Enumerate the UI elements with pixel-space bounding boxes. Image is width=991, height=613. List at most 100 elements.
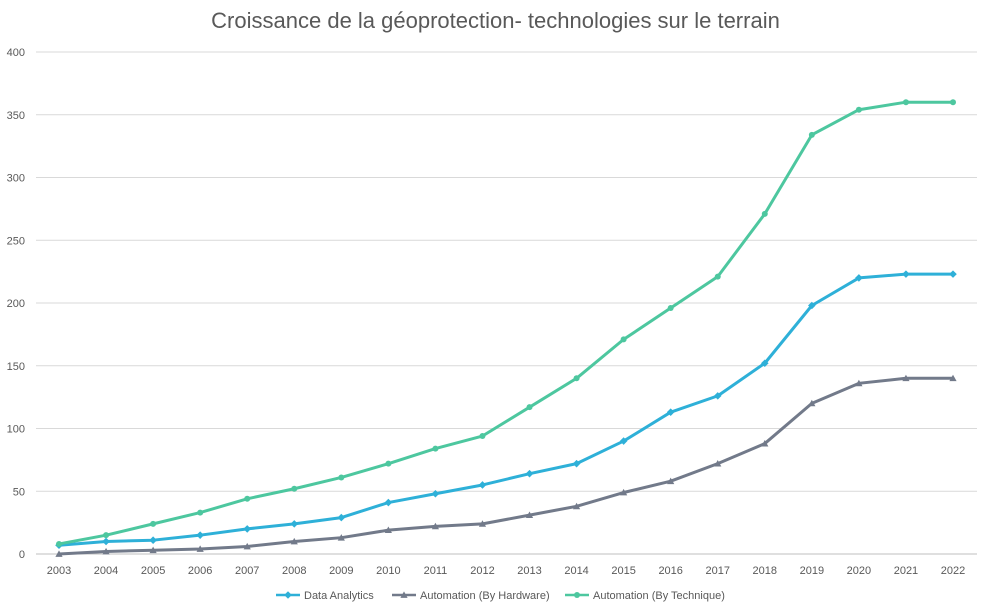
series-line — [57, 100, 955, 546]
data-point — [385, 460, 392, 467]
data-point — [855, 379, 863, 387]
data-point — [337, 513, 346, 522]
data-point — [949, 270, 957, 278]
y-tick-label: 250 — [7, 235, 25, 247]
data-point — [243, 542, 251, 550]
x-tick-label: 2004 — [94, 565, 118, 577]
data-point — [384, 526, 392, 534]
data-point — [525, 511, 534, 518]
x-tick-label: 2006 — [188, 565, 212, 577]
legend-marker — [284, 591, 292, 599]
data-point — [808, 399, 816, 407]
series-line — [57, 272, 955, 547]
data-point — [478, 520, 487, 527]
data-point — [902, 374, 910, 382]
y-tick-label: 50 — [13, 486, 25, 498]
x-tick-label: 2020 — [847, 565, 871, 577]
x-tick-label: 2021 — [894, 565, 918, 577]
data-point — [620, 488, 628, 496]
data-point — [714, 273, 721, 280]
data-point — [384, 498, 393, 507]
x-tick-label: 2019 — [800, 565, 824, 577]
data-point — [431, 522, 440, 530]
chart-title: Croissance de la géoprotection- technolo… — [211, 8, 780, 33]
y-tick-label: 400 — [7, 47, 25, 59]
x-tick-label: 2010 — [376, 565, 400, 577]
data-point — [525, 469, 534, 478]
data-point — [713, 392, 722, 400]
data-point — [808, 301, 816, 310]
data-point — [290, 520, 299, 528]
x-tick-label: 2022 — [941, 565, 965, 577]
data-point — [855, 106, 862, 113]
data-point — [902, 270, 910, 278]
x-tick-label: 2007 — [235, 565, 259, 577]
y-tick-label: 300 — [7, 173, 25, 185]
data-point — [337, 534, 345, 541]
x-tick-label: 2012 — [470, 565, 494, 577]
x-tick-label: 2009 — [329, 565, 353, 577]
y-tick-label: 200 — [7, 298, 25, 310]
data-point — [949, 374, 957, 382]
data-point — [902, 99, 909, 106]
data-point — [431, 489, 440, 498]
x-tick-label: 2015 — [611, 565, 635, 577]
y-tick-label: 150 — [7, 361, 25, 373]
data-point — [855, 274, 863, 282]
x-tick-label: 2008 — [282, 565, 306, 577]
data-point — [149, 536, 157, 544]
legend-label: Automation (By Hardware) — [420, 590, 550, 602]
data-point — [619, 437, 628, 445]
data-point — [196, 531, 204, 539]
data-point — [103, 532, 110, 539]
y-tick-label: 100 — [7, 424, 25, 436]
data-point — [478, 481, 487, 489]
data-point — [291, 485, 298, 492]
legend-label: Data Analytics — [304, 590, 374, 602]
x-tick-label: 2003 — [47, 565, 71, 577]
series-line — [57, 376, 955, 556]
data-point — [55, 550, 63, 557]
data-point — [808, 131, 815, 138]
data-point — [667, 477, 675, 485]
data-point — [290, 537, 298, 545]
data-point — [760, 359, 769, 368]
data-point — [526, 404, 533, 411]
data-point — [243, 525, 252, 533]
legend-label: Automation (By Technique) — [593, 590, 725, 602]
x-tick-label: 2018 — [753, 565, 777, 577]
data-point — [573, 375, 580, 382]
x-tick-label: 2013 — [517, 565, 541, 577]
data-point — [102, 547, 110, 555]
data-point — [761, 439, 769, 447]
data-point — [714, 460, 722, 467]
data-point — [149, 546, 157, 554]
data-point — [572, 502, 581, 510]
legend-marker — [574, 592, 580, 598]
data-point — [572, 459, 581, 468]
x-tick-label: 2017 — [705, 565, 729, 577]
x-tick-label: 2016 — [658, 565, 682, 577]
data-point — [56, 540, 62, 547]
data-point — [197, 509, 204, 516]
data-point — [244, 495, 251, 502]
data-point — [950, 99, 956, 106]
y-tick-label: 350 — [7, 110, 25, 122]
data-point — [432, 445, 439, 452]
data-point — [667, 305, 674, 312]
data-point — [666, 408, 675, 416]
data-point — [196, 545, 204, 552]
x-tick-label: 2014 — [564, 565, 588, 577]
data-point — [102, 537, 110, 546]
y-tick-label: 0 — [19, 549, 25, 561]
data-point — [479, 433, 486, 440]
data-point — [150, 520, 157, 527]
legend-marker — [400, 591, 408, 598]
x-tick-label: 2011 — [424, 565, 448, 577]
data-point — [338, 474, 345, 481]
x-tick-label: 2005 — [141, 565, 165, 577]
data-point — [620, 336, 627, 343]
data-point — [761, 210, 768, 217]
